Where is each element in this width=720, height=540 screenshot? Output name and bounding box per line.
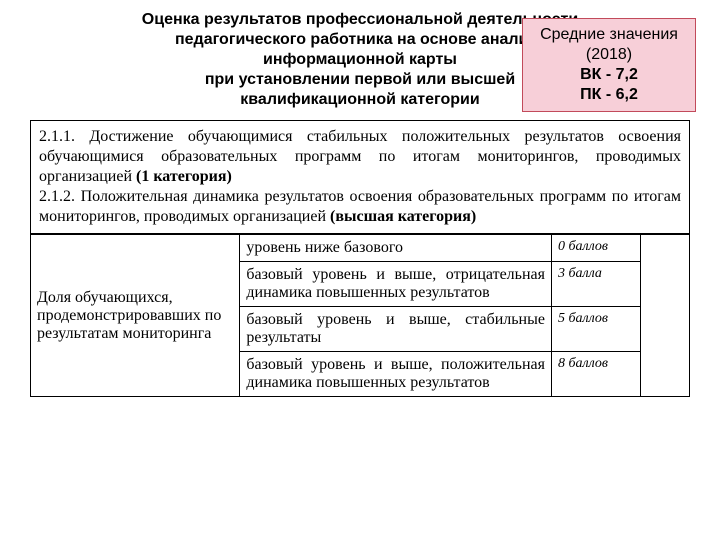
avg-line1: Средние значения (2018) (527, 25, 691, 65)
score-cell: 3 балла (551, 262, 640, 307)
level-cell: базовый уровень и выше, стабильные резул… (240, 307, 552, 352)
score-cell: 8 баллов (551, 352, 640, 397)
avg-line2: ВК - 7,2 (527, 65, 691, 85)
table-row: Доля обучающихся, продемонстрировавших п… (31, 235, 690, 262)
level-cell: базовый уровень и выше, отрицательная ди… (240, 262, 552, 307)
spacer-cell (640, 235, 689, 397)
avg-line3: ПК - 6,2 (527, 85, 691, 105)
criterion-1-cat: (1 категория) (136, 168, 232, 185)
score-cell: 0 баллов (551, 235, 640, 262)
average-values-box: Средние значения (2018) ВК - 7,2 ПК - 6,… (522, 18, 696, 112)
criteria-box: 2.1.1. Достижение обучающимися стабильны… (30, 120, 690, 234)
criterion-2-num: 2.1.2. (39, 188, 75, 205)
level-cell: базовый уровень и выше, положительная ди… (240, 352, 552, 397)
score-cell: 5 баллов (551, 307, 640, 352)
main-title: Оценка результатов профессиональной деят… (140, 10, 580, 110)
level-cell: уровень ниже базового (240, 235, 552, 262)
criterion-2-cat: (высшая категория) (330, 208, 476, 225)
row-header: Доля обучающихся, продемонстрировавших п… (31, 235, 240, 397)
scoring-table: Доля обучающихся, продемонстрировавших п… (30, 234, 690, 397)
criterion-1-num: 2.1.1. (39, 128, 75, 145)
